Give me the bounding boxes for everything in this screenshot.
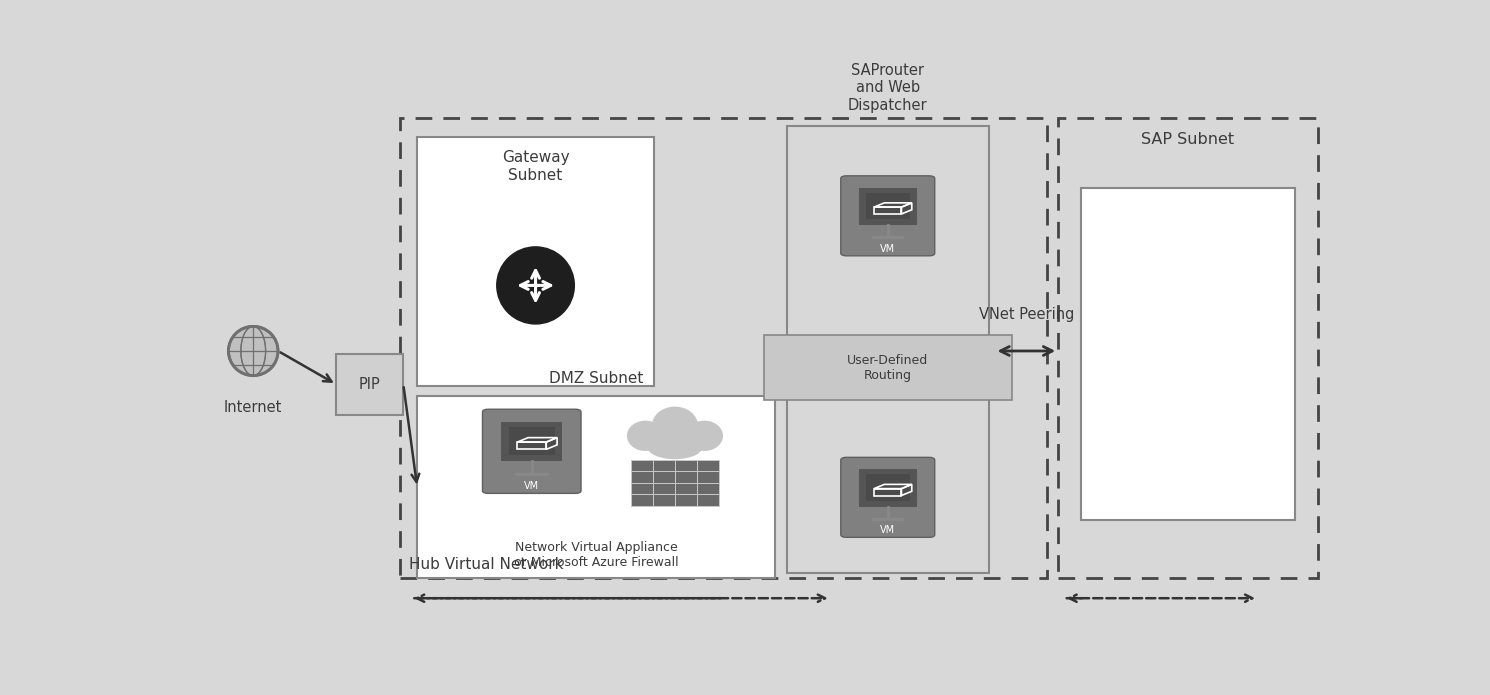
- Ellipse shape: [647, 434, 703, 459]
- Bar: [653, 483, 675, 494]
- Bar: [763, 336, 1012, 400]
- FancyBboxPatch shape: [858, 469, 916, 507]
- Bar: [697, 494, 718, 505]
- Bar: [675, 460, 697, 471]
- Bar: [632, 483, 653, 494]
- Bar: [697, 483, 718, 494]
- Bar: [675, 483, 697, 494]
- Text: VM: VM: [524, 480, 539, 491]
- Bar: [697, 460, 718, 471]
- Text: SAProuter
and Web
Dispatcher: SAProuter and Web Dispatcher: [848, 63, 928, 113]
- Text: User-Defined
Routing: User-Defined Routing: [848, 354, 928, 382]
- Bar: [1082, 188, 1295, 520]
- Bar: [675, 471, 697, 483]
- Text: PIP: PIP: [359, 377, 381, 392]
- Bar: [632, 460, 653, 471]
- Bar: [653, 460, 675, 471]
- Text: VM: VM: [881, 243, 895, 254]
- Ellipse shape: [651, 407, 697, 445]
- Text: Internet: Internet: [224, 400, 283, 415]
- Bar: [675, 494, 697, 505]
- FancyBboxPatch shape: [508, 427, 554, 455]
- FancyBboxPatch shape: [840, 457, 934, 537]
- Ellipse shape: [685, 420, 723, 451]
- FancyBboxPatch shape: [840, 176, 934, 256]
- FancyBboxPatch shape: [483, 409, 581, 493]
- Text: DMZ Subnet: DMZ Subnet: [548, 370, 644, 386]
- Bar: [653, 471, 675, 483]
- Text: Hub Virtual Network: Hub Virtual Network: [410, 557, 563, 572]
- FancyBboxPatch shape: [858, 188, 916, 225]
- Ellipse shape: [496, 247, 574, 324]
- Ellipse shape: [627, 420, 665, 451]
- FancyBboxPatch shape: [501, 422, 562, 461]
- FancyBboxPatch shape: [866, 193, 909, 220]
- Bar: [697, 471, 718, 483]
- Text: Gateway
Subnet: Gateway Subnet: [502, 150, 569, 183]
- Bar: [399, 118, 1046, 578]
- FancyBboxPatch shape: [866, 475, 909, 501]
- Bar: [632, 494, 653, 505]
- Bar: [653, 494, 675, 505]
- Bar: [337, 354, 404, 415]
- Text: SAP Subnet: SAP Subnet: [1141, 131, 1235, 147]
- Text: VNet Peering: VNet Peering: [979, 306, 1074, 322]
- Ellipse shape: [228, 327, 279, 375]
- Bar: [632, 471, 653, 483]
- Text: VM: VM: [881, 525, 895, 535]
- Bar: [787, 126, 989, 573]
- Text: Network Virtual Appliance
or Microsoft Azure Firewall: Network Virtual Appliance or Microsoft A…: [514, 541, 678, 569]
- Bar: [1058, 118, 1317, 578]
- Bar: [417, 137, 654, 386]
- Bar: [417, 396, 775, 578]
